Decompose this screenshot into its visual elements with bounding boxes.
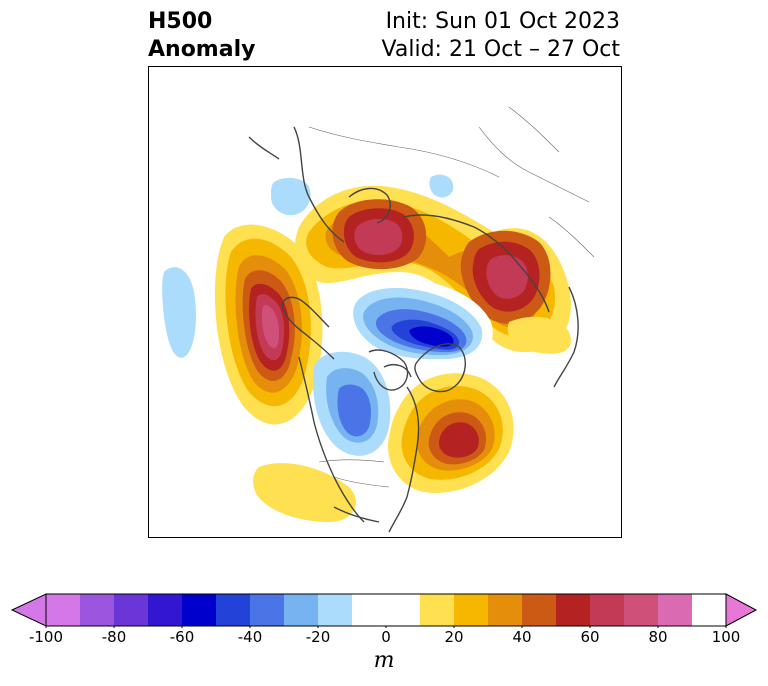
- colorbar-swatch: [488, 594, 522, 626]
- anomaly-scandinavia: [332, 199, 427, 270]
- init-date: Init: Sun 01 Oct 2023: [385, 9, 620, 34]
- colorbar-tick-label: -20: [305, 628, 331, 646]
- title-line-2: Anomaly: [148, 37, 256, 62]
- anomaly-gulf-of-alaska: [214, 224, 323, 425]
- colorbar-tick-label: 0: [381, 628, 391, 646]
- colorbar-swatch: [250, 594, 284, 626]
- coastlines: [248, 126, 579, 533]
- valid-range: Valid: 21 Oct – 27 Oct: [381, 37, 620, 62]
- colorbar-swatch: [46, 594, 80, 626]
- anomaly-nw-atlantic: [388, 373, 514, 493]
- colorbar-under-arrow: [10, 593, 47, 627]
- colorbar-over-arrow: [725, 593, 758, 627]
- colorbar-swatch: [216, 594, 250, 626]
- colorbar-swatch: [182, 594, 216, 626]
- map-panel: [148, 66, 622, 538]
- title-line-1: H500: [148, 9, 213, 34]
- anomaly-bering-ext: [507, 316, 571, 354]
- colorbar-tick-label: -80: [101, 628, 127, 646]
- colorbar-tick-label: 60: [580, 628, 600, 646]
- anomaly-arctic-low: [343, 277, 493, 368]
- colorbar-tick-label: 40: [512, 628, 532, 646]
- anomaly-us-south: [253, 463, 357, 522]
- colorbar-swatch: [624, 594, 658, 626]
- colorbar-tick-label: 20: [444, 628, 464, 646]
- colorbar-swatch: [522, 594, 556, 626]
- colorbar-swatch: [80, 594, 114, 626]
- anomaly-europe-blue: [271, 177, 311, 216]
- chart-title: H500 Anomaly: [148, 8, 255, 64]
- anomaly-pacific-blue: [162, 267, 196, 358]
- colorbar-tick-label: -60: [169, 628, 195, 646]
- anomaly-siberia-blue: [429, 174, 454, 198]
- colorbar-swatch: [352, 594, 420, 626]
- colorbar-swatch: [692, 594, 726, 626]
- anomaly-central-canada: [313, 351, 391, 456]
- colorbar-swatch: [318, 594, 352, 626]
- colorbar-swatch: [454, 594, 488, 626]
- anomaly-map: [162, 106, 595, 533]
- colorbar-tick-label: -40: [237, 628, 263, 646]
- colorbar-swatch: [114, 594, 148, 626]
- colorbar-swatch: [420, 594, 454, 626]
- anomaly-east-siberia: [460, 230, 551, 324]
- colorbar: [10, 593, 758, 628]
- colorbar-swatch: [148, 594, 182, 626]
- colorbar-tick-label: 80: [648, 628, 668, 646]
- colorbar-tick-label: 100: [711, 628, 741, 646]
- colorbar-swatch: [284, 594, 318, 626]
- colorbar-swatch: [556, 594, 590, 626]
- colorbar-tick-label: -100: [28, 628, 64, 646]
- colorbar-swatch: [590, 594, 624, 626]
- borders: [308, 106, 595, 488]
- date-info: Init: Sun 01 Oct 2023 Valid: 21 Oct – 27…: [382, 8, 620, 64]
- colorbar-swatch: [658, 594, 692, 626]
- colorbar-unit: m: [373, 648, 395, 673]
